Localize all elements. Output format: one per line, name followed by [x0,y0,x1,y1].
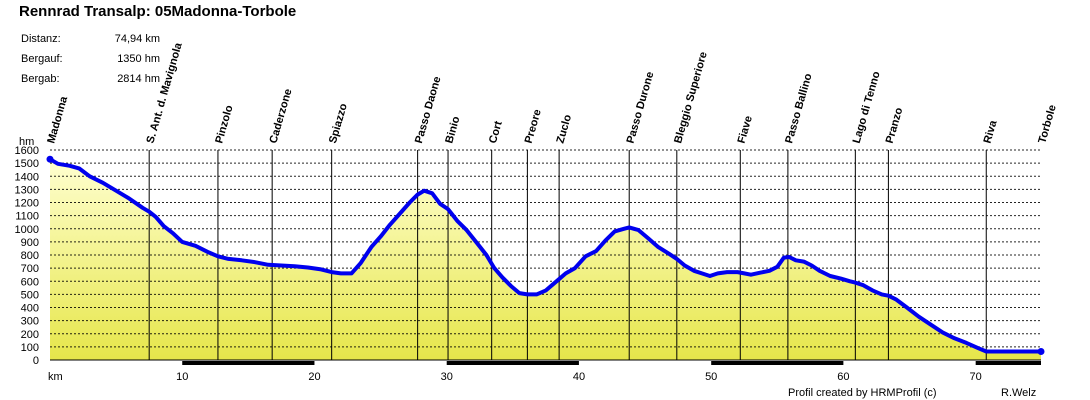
waypoint-label: Madonna [45,94,70,145]
profile-area [50,159,1041,360]
stat-distance-label: Distanz: [21,33,61,45]
waypoint-label: Bleggio Superiore [672,50,710,144]
waypoint-label: Cort [487,119,505,144]
waypoint-label: Binio [443,115,462,145]
y-tick-label: 500 [21,289,39,301]
x-tick-label: 40 [573,371,585,383]
y-tick-label: 700 [21,263,39,275]
scale-bar-segment [843,361,976,365]
scale-bar-segment [182,361,315,365]
stat-descent-value: 2814 hm [117,73,160,85]
waypoint-label: Passo Ballino [783,72,814,145]
scale-bar-segment [314,361,447,365]
y-tick-label: 200 [21,329,39,341]
x-tick-label: 10 [176,371,188,383]
stat-distance-value: 74,94 km [114,33,160,45]
x-tick-label: 20 [308,371,320,383]
waypoint-label: Passo Daone [413,75,444,145]
y-tick-label: 1400 [15,171,39,183]
y-tick-label: 400 [21,303,39,315]
waypoint-label: Zuclo [554,113,574,145]
y-tick-label: 1300 [15,184,39,196]
x-tick-label: 30 [441,371,453,383]
y-tick-label: 600 [21,276,39,288]
chart-title: Rennrad Transalp: 05Madonna-Torbole [19,3,297,20]
end-point [1037,347,1045,355]
waypoint-label: Caderzone [268,87,295,144]
stat-ascent-value: 1350 hm [117,53,160,65]
waypoint-label: Fiave [736,114,755,144]
y-tick-label: 0 [33,355,39,367]
waypoint-label: Lago di Tenno [851,70,883,145]
y-tick-label: 1200 [15,198,39,210]
waypoint-label: Pinzolo [213,104,235,145]
x-tick-label: 50 [705,371,717,383]
y-tick-label: 1500 [15,158,39,170]
waypoint-label: Spiazzo [327,102,350,145]
stat-descent-label: Bergab: [21,73,60,85]
footer-credit: Profil created by HRMProfil (c) [788,387,937,399]
scale-bar-segment [50,361,183,365]
x-tick-label: 60 [837,371,849,383]
y-tick-label: 900 [21,237,39,249]
waypoint-label: Preore [523,108,544,145]
footer-author: R.Welz [1001,387,1037,399]
elevation-line [48,157,1043,354]
y-tick-label: 100 [21,342,39,354]
waypoint-label: S. Ant. d. Mavignola [145,41,185,145]
y-tick-label: 1600 [15,145,39,157]
scale-bar-segment [446,361,579,365]
y-tick-label: 1100 [15,211,39,223]
y-tick-label: 1000 [15,224,39,236]
stat-ascent-label: Bergauf: [21,53,63,65]
waypoint-label: Riva [982,118,1000,144]
scale-bar-segment [578,361,712,365]
y-tick-label: 800 [21,250,39,262]
waypoint-label: Passo Durone [625,70,657,144]
x-tick-label: 70 [970,371,982,383]
scale-bar-segment [975,361,1041,365]
y-tick-label: 300 [21,316,39,328]
waypoint-label: Torbole [1036,104,1058,145]
scale-bar-segment [711,361,844,365]
x-axis-label: km [48,371,63,383]
y-axis-label: hm [19,136,34,148]
waypoint-label: Pranzo [884,106,906,145]
start-point [46,155,54,163]
